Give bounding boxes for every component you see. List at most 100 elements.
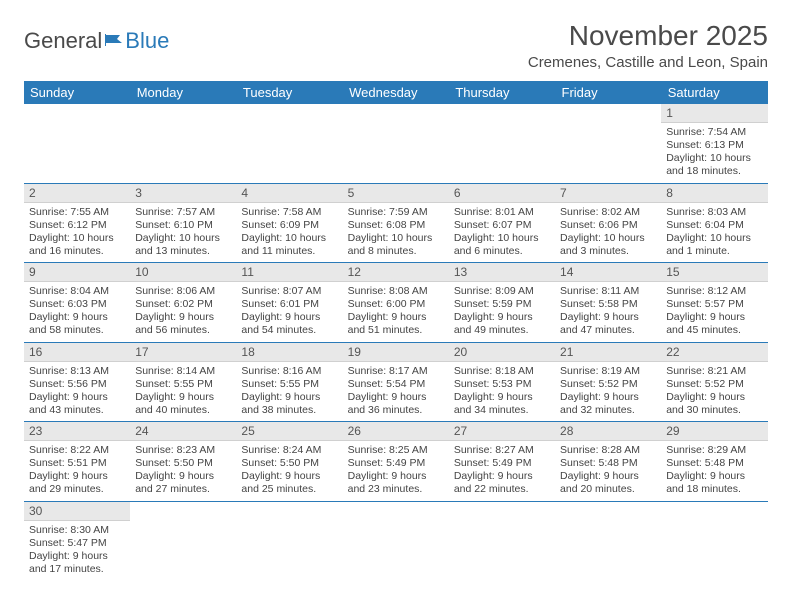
- calendar-cell: 17Sunrise: 8:14 AMSunset: 5:55 PMDayligh…: [130, 342, 236, 422]
- day-body: Sunrise: 8:24 AMSunset: 5:50 PMDaylight:…: [236, 441, 342, 501]
- sunrise-text: Sunrise: 8:14 AM: [135, 365, 231, 378]
- day-body: Sunrise: 8:23 AMSunset: 5:50 PMDaylight:…: [130, 441, 236, 501]
- day-number: 17: [130, 343, 236, 362]
- day-number: 2: [24, 184, 130, 203]
- calendar-row: 23Sunrise: 8:22 AMSunset: 5:51 PMDayligh…: [24, 422, 768, 502]
- calendar-row: 30Sunrise: 8:30 AMSunset: 5:47 PMDayligh…: [24, 501, 768, 580]
- calendar-cell: 9Sunrise: 8:04 AMSunset: 6:03 PMDaylight…: [24, 263, 130, 343]
- day-number: 26: [343, 422, 449, 441]
- weekday-header: Sunday: [24, 81, 130, 104]
- day-number: 18: [236, 343, 342, 362]
- sunrise-text: Sunrise: 8:11 AM: [560, 285, 656, 298]
- day-body: Sunrise: 7:54 AMSunset: 6:13 PMDaylight:…: [661, 123, 767, 183]
- month-title: November 2025: [528, 20, 768, 52]
- day-number: 30: [24, 502, 130, 521]
- daylight-text: Daylight: 9 hours and 20 minutes.: [560, 470, 656, 496]
- sunrise-text: Sunrise: 8:08 AM: [348, 285, 444, 298]
- daylight-text: Daylight: 10 hours and 1 minute.: [666, 232, 762, 258]
- sunrise-text: Sunrise: 7:57 AM: [135, 206, 231, 219]
- sunrise-text: Sunrise: 8:19 AM: [560, 365, 656, 378]
- day-body: Sunrise: 7:57 AMSunset: 6:10 PMDaylight:…: [130, 203, 236, 263]
- calendar-cell: 6Sunrise: 8:01 AMSunset: 6:07 PMDaylight…: [449, 183, 555, 263]
- sunrise-text: Sunrise: 8:12 AM: [666, 285, 762, 298]
- daylight-text: Daylight: 9 hours and 23 minutes.: [348, 470, 444, 496]
- calendar-cell: 19Sunrise: 8:17 AMSunset: 5:54 PMDayligh…: [343, 342, 449, 422]
- sunrise-text: Sunrise: 8:13 AM: [29, 365, 125, 378]
- calendar-cell: 5Sunrise: 7:59 AMSunset: 6:08 PMDaylight…: [343, 183, 449, 263]
- sunrise-text: Sunrise: 8:25 AM: [348, 444, 444, 457]
- sunset-text: Sunset: 5:56 PM: [29, 378, 125, 391]
- daylight-text: Daylight: 9 hours and 29 minutes.: [29, 470, 125, 496]
- day-number: 19: [343, 343, 449, 362]
- calendar-row: 16 Sunrise: 8:13 AMSunset: 5:56 PM Dayligh…: [24, 342, 768, 422]
- calendar-cell: 10Sunrise: 8:06 AMSunset: 6:02 PMDayligh…: [130, 263, 236, 343]
- sunrise-text: Sunrise: 8:16 AM: [241, 365, 337, 378]
- calendar-cell: [343, 104, 449, 183]
- daylight-text: Daylight: 10 hours and 18 minutes.: [666, 152, 762, 178]
- day-body: Sunrise: 7:55 AMSunset: 6:12 PMDaylight:…: [24, 203, 130, 263]
- weekday-header: Wednesday: [343, 81, 449, 104]
- calendar-cell: [449, 104, 555, 183]
- day-number: 11: [236, 263, 342, 282]
- calendar-cell: [130, 104, 236, 183]
- day-body: Sunrise: 7:59 AMSunset: 6:08 PMDaylight:…: [343, 203, 449, 263]
- calendar-cell: [343, 501, 449, 580]
- daylight-text: Daylight: 9 hours and 32 minutes.: [560, 391, 656, 417]
- weekday-header-row: Sunday Monday Tuesday Wednesday Thursday…: [24, 81, 768, 104]
- calendar-cell: [555, 104, 661, 183]
- calendar-cell: 12Sunrise: 8:08 AMSunset: 6:00 PMDayligh…: [343, 263, 449, 343]
- day-body: Sunrise: 8:18 AMSunset: 5:53 PMDaylight:…: [449, 362, 555, 422]
- sunset-text: Sunset: 5:48 PM: [666, 457, 762, 470]
- sunset-text: Sunset: 6:07 PM: [454, 219, 550, 232]
- day-number: 21: [555, 343, 661, 362]
- sunrise-text: Sunrise: 8:09 AM: [454, 285, 550, 298]
- calendar-cell: 15Sunrise: 8:12 AMSunset: 5:57 PMDayligh…: [661, 263, 767, 343]
- day-number: 24: [130, 422, 236, 441]
- calendar-cell: [236, 501, 342, 580]
- daylight-text: Daylight: 10 hours and 13 minutes.: [135, 232, 231, 258]
- day-body: Sunrise: 8:12 AMSunset: 5:57 PMDaylight:…: [661, 282, 767, 342]
- day-number: 13: [449, 263, 555, 282]
- sunrise-text: Sunrise: 8:18 AM: [454, 365, 550, 378]
- day-body: Sunrise: 8:09 AMSunset: 5:59 PMDaylight:…: [449, 282, 555, 342]
- sunrise-text: Sunrise: 8:17 AM: [348, 365, 444, 378]
- calendar-cell: 26 Sunrise: 8:25 AMSunset: 5:49 PMDayligh…: [343, 422, 449, 502]
- sunrise-text: Sunrise: 8:21 AM: [666, 365, 762, 378]
- daylight-text: Daylight: 9 hours and 49 minutes.: [454, 311, 550, 337]
- flag-icon: [104, 28, 124, 54]
- calendar-cell: [24, 104, 130, 183]
- sunset-text: Sunset: 5:58 PM: [560, 298, 656, 311]
- sunrise-text: Sunrise: 8:28 AM: [560, 444, 656, 457]
- sunset-text: Sunset: 6:09 PM: [241, 219, 337, 232]
- sunrise-text: Sunrise: 7:58 AM: [241, 206, 337, 219]
- calendar-cell: 1Sunrise: 7:54 AMSunset: 6:13 PMDaylight…: [661, 104, 767, 183]
- sunset-text: Sunset: 5:49 PM: [348, 457, 444, 470]
- calendar-cell: 22Sunrise: 8:21 AMSunset: 5:52 PMDayligh…: [661, 342, 767, 422]
- daylight-text: Daylight: 9 hours and 30 minutes.: [666, 391, 762, 417]
- day-body: Sunrise: 8:19 AMSunset: 5:52 PMDaylight:…: [555, 362, 661, 422]
- sunset-text: Sunset: 6:06 PM: [560, 219, 656, 232]
- day-number: 12: [343, 263, 449, 282]
- sunset-text: Sunset: 6:01 PM: [241, 298, 337, 311]
- calendar-cell: [555, 501, 661, 580]
- weekday-header: Friday: [555, 81, 661, 104]
- sunset-text: Sunset: 6:10 PM: [135, 219, 231, 232]
- calendar-row: 9Sunrise: 8:04 AMSunset: 6:03 PMDaylight…: [24, 263, 768, 343]
- sunset-text: Sunset: 6:04 PM: [666, 219, 762, 232]
- day-body: Sunrise: 8:08 AMSunset: 6:00 PMDaylight:…: [343, 282, 449, 342]
- sunset-text: Sunset: 6:13 PM: [666, 139, 762, 152]
- calendar-cell: 4Sunrise: 7:58 AMSunset: 6:09 PMDaylight…: [236, 183, 342, 263]
- calendar-cell: [661, 501, 767, 580]
- day-number: 6: [449, 184, 555, 203]
- sunrise-text: Sunrise: 8:02 AM: [560, 206, 656, 219]
- weekday-header: Monday: [130, 81, 236, 104]
- day-body: Sunrise: 8:03 AMSunset: 6:04 PMDaylight:…: [661, 203, 767, 263]
- calendar-cell: [449, 501, 555, 580]
- calendar-cell: 20Sunrise: 8:18 AMSunset: 5:53 PMDayligh…: [449, 342, 555, 422]
- daylight-text: Daylight: 9 hours and 58 minutes.: [29, 311, 125, 337]
- day-body: Sunrise: 7:58 AMSunset: 6:09 PMDaylight:…: [236, 203, 342, 263]
- day-number: 16: [24, 343, 130, 362]
- day-number: 5: [343, 184, 449, 203]
- calendar-cell: 29Sunrise: 8:29 AMSunset: 5:48 PMDayligh…: [661, 422, 767, 502]
- calendar-cell: 28Sunrise: 8:28 AMSunset: 5:48 PMDayligh…: [555, 422, 661, 502]
